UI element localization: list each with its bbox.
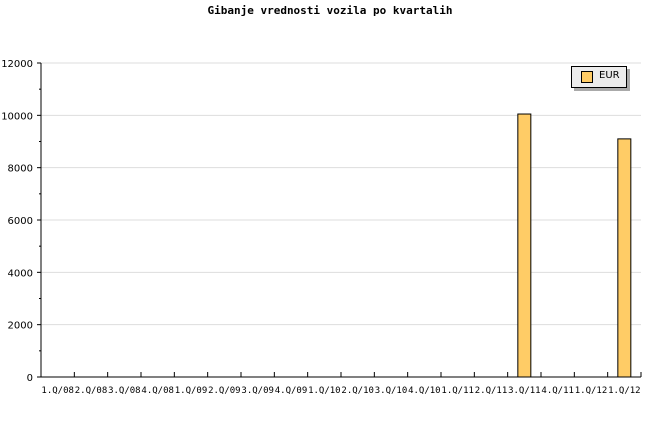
y-tick-label: 0 [27, 373, 33, 384]
bar [517, 113, 532, 378]
y-tick-label: 8000 [8, 164, 33, 175]
x-tick-label: 2.Q/08 [75, 386, 108, 396]
x-tick-label: 1.Q/11 [441, 386, 474, 396]
x-tick-label: 1.Q/12 [575, 386, 608, 396]
x-tick-label: 2.Q/11 [475, 386, 508, 396]
x-tick-label: 3.Q/08 [108, 386, 141, 396]
legend-swatch [581, 71, 593, 83]
x-tick-label: 4.Q/09 [275, 386, 308, 396]
x-tick-label: 1.Q/10 [308, 386, 341, 396]
x-tick-label: 4.Q/10 [408, 386, 441, 396]
y-tick-label: 6000 [8, 216, 33, 227]
y-tick-label: 10000 [1, 111, 33, 122]
y-tick-label: 4000 [8, 268, 33, 279]
x-tick-label: 1.Q/12 [608, 386, 641, 396]
x-tick-label: 4.Q/08 [141, 386, 174, 396]
x-tick-label: 3.Q/11 [508, 386, 541, 396]
legend: EUR [571, 66, 627, 88]
chart-title: Gibanje vrednosti vozila po kvartalih [207, 4, 453, 17]
y-tick-label: 12000 [1, 59, 33, 70]
x-tick-label: 2.Q/09 [208, 386, 241, 396]
y-tick-label: 2000 [8, 321, 33, 332]
x-tick-label: 1.Q/08 [41, 386, 74, 396]
x-tick-label: 1.Q/09 [175, 386, 208, 396]
legend-label: EUR [599, 70, 620, 81]
x-tick-label: 3.Q/09 [241, 386, 274, 396]
bar [617, 138, 632, 378]
x-tick-label: 3.Q/10 [375, 386, 408, 396]
x-tick-label: 2.Q/10 [341, 386, 374, 396]
x-tick-label: 4.Q/11 [541, 386, 574, 396]
